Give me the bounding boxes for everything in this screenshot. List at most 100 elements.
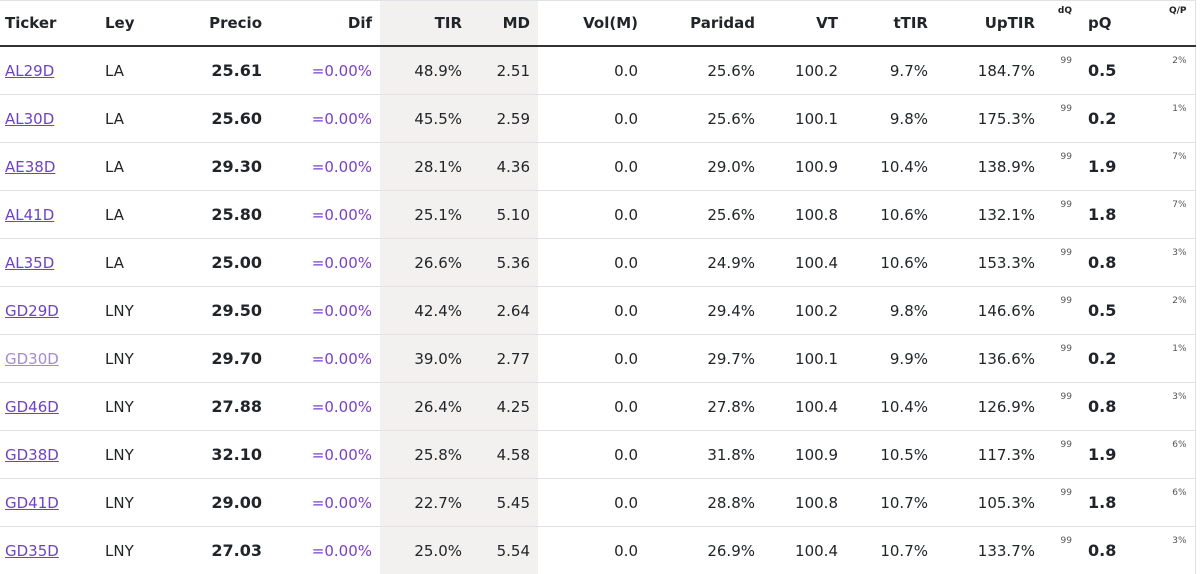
cell-vol: 0.0: [538, 431, 646, 479]
cell-md: 5.10: [470, 191, 538, 239]
header-md[interactable]: MD: [470, 1, 538, 47]
cell-tir: 25.8%: [380, 431, 470, 479]
header-ticker[interactable]: Ticker: [0, 1, 100, 47]
ticker-link[interactable]: GD41D: [5, 494, 59, 512]
cell-precio: 29.30: [180, 143, 270, 191]
ticker-link[interactable]: GD30D: [5, 350, 59, 368]
header-paridad[interactable]: Paridad: [646, 1, 763, 47]
cell-paridad: 29.4%: [646, 287, 763, 335]
cell-precio: 27.03: [180, 527, 270, 574]
cell-paridad: 29.7%: [646, 335, 763, 383]
header-tir[interactable]: TIR: [380, 1, 470, 47]
cell-paridad: 25.6%: [646, 95, 763, 143]
cell-qp: 1%: [1116, 95, 1195, 143]
header-dif[interactable]: Dif: [270, 1, 380, 47]
cell-qp: 1%: [1116, 335, 1195, 383]
cell-dq: 99: [1043, 287, 1080, 335]
cell-md: 5.36: [470, 239, 538, 287]
cell-paridad: 27.8%: [646, 383, 763, 431]
header-ley[interactable]: Ley: [100, 1, 180, 47]
ticker-link[interactable]: AL35D: [5, 254, 54, 272]
cell-pq: 0.2: [1080, 95, 1116, 143]
cell-ttir: 9.7%: [846, 46, 936, 95]
cell-qp: 2%: [1116, 46, 1195, 95]
cell-qp: 6%: [1116, 479, 1195, 527]
cell-dif: =0.00%: [270, 527, 380, 574]
cell-ticker: GD41D: [0, 479, 100, 527]
cell-ttir: 9.8%: [846, 95, 936, 143]
cell-vt: 100.1: [763, 335, 846, 383]
header-dq[interactable]: dQ: [1043, 1, 1080, 47]
cell-tir: 25.1%: [380, 191, 470, 239]
cell-qp: 3%: [1116, 239, 1195, 287]
cell-tir: 42.4%: [380, 287, 470, 335]
cell-tir: 39.0%: [380, 335, 470, 383]
cell-ley: LNY: [100, 479, 180, 527]
cell-uptir: 132.1%: [936, 191, 1043, 239]
cell-pq: 1.9: [1080, 431, 1116, 479]
cell-paridad: 24.9%: [646, 239, 763, 287]
cell-paridad: 31.8%: [646, 431, 763, 479]
cell-dif: =0.00%: [270, 383, 380, 431]
cell-vol: 0.0: [538, 479, 646, 527]
cell-ticker: AE38D: [0, 143, 100, 191]
ticker-link[interactable]: AL29D: [5, 62, 54, 80]
cell-vt: 100.4: [763, 527, 846, 574]
ticker-link[interactable]: AL30D: [5, 110, 54, 128]
cell-vt: 100.9: [763, 143, 846, 191]
cell-pq: 0.5: [1080, 287, 1116, 335]
ticker-link[interactable]: AE38D: [5, 158, 55, 176]
ticker-link[interactable]: AL41D: [5, 206, 54, 224]
ticker-link[interactable]: GD29D: [5, 302, 59, 320]
ticker-link[interactable]: GD35D: [5, 542, 59, 560]
cell-vol: 0.0: [538, 143, 646, 191]
cell-dif: =0.00%: [270, 46, 380, 95]
cell-ttir: 9.9%: [846, 335, 936, 383]
cell-vol: 0.0: [538, 95, 646, 143]
cell-qp: 3%: [1116, 383, 1195, 431]
cell-pq: 1.8: [1080, 191, 1116, 239]
cell-pq: 1.8: [1080, 479, 1116, 527]
header-precio[interactable]: Precio: [180, 1, 270, 47]
cell-tir: 26.4%: [380, 383, 470, 431]
cell-dif: =0.00%: [270, 191, 380, 239]
cell-tir: 26.6%: [380, 239, 470, 287]
ticker-link[interactable]: GD38D: [5, 446, 59, 464]
cell-ley: LNY: [100, 527, 180, 574]
cell-vt: 100.4: [763, 383, 846, 431]
cell-ley: LNY: [100, 383, 180, 431]
header-ttir[interactable]: tTIR: [846, 1, 936, 47]
cell-precio: 25.00: [180, 239, 270, 287]
cell-md: 5.54: [470, 527, 538, 574]
cell-paridad: 26.9%: [646, 527, 763, 574]
header-pq[interactable]: pQ: [1080, 1, 1116, 47]
cell-vt: 100.8: [763, 191, 846, 239]
cell-pq: 1.9: [1080, 143, 1116, 191]
header-vol[interactable]: Vol(M): [538, 1, 646, 47]
cell-dq: 99: [1043, 383, 1080, 431]
cell-precio: 27.88: [180, 383, 270, 431]
header-vt[interactable]: VT: [763, 1, 846, 47]
cell-ticker: AL29D: [0, 46, 100, 95]
ticker-link[interactable]: GD46D: [5, 398, 59, 416]
header-qp[interactable]: Q/P: [1116, 1, 1195, 47]
cell-pq: 0.5: [1080, 46, 1116, 95]
cell-vt: 100.8: [763, 479, 846, 527]
cell-ley: LNY: [100, 431, 180, 479]
cell-paridad: 25.6%: [646, 46, 763, 95]
cell-ttir: 10.6%: [846, 191, 936, 239]
cell-vt: 100.9: [763, 431, 846, 479]
header-uptir[interactable]: UpTIR: [936, 1, 1043, 47]
cell-vt: 100.2: [763, 287, 846, 335]
cell-pq: 0.2: [1080, 335, 1116, 383]
cell-ticker: AL35D: [0, 239, 100, 287]
cell-ticker: GD29D: [0, 287, 100, 335]
cell-vol: 0.0: [538, 527, 646, 574]
cell-vol: 0.0: [538, 191, 646, 239]
cell-dif: =0.00%: [270, 95, 380, 143]
